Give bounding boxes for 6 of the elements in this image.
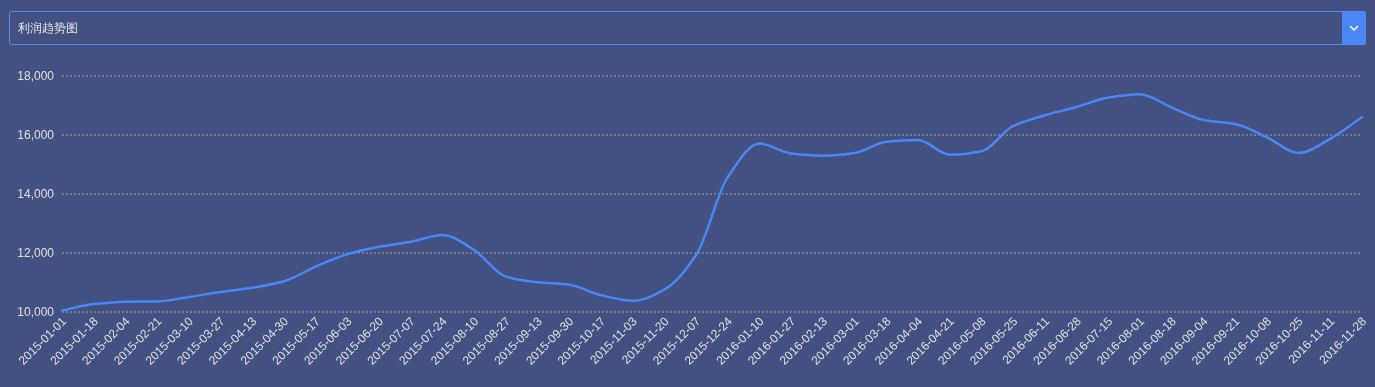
y-tick-label: 14,000 [17, 187, 55, 201]
y-tick-label: 18,000 [17, 69, 55, 83]
y-tick-label: 16,000 [17, 128, 55, 142]
y-tick-label: 12,000 [17, 246, 55, 260]
title: 利润趋势图 [18, 21, 78, 35]
y-tick-label: 10,000 [17, 305, 55, 319]
